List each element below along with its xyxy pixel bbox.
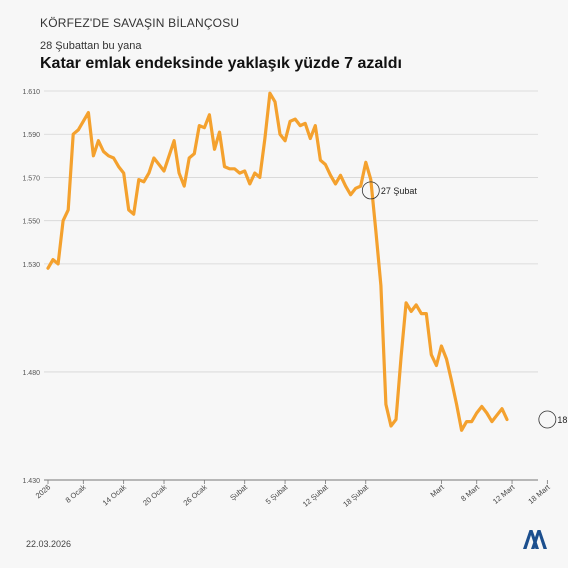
y-tick-labels: 1.430 1.480 1.530 1.550 1.570 1.590 1.610 (22, 89, 40, 485)
series-line-layer (46, 91, 509, 432)
annotation-label: 18 Mart (557, 415, 568, 425)
annotation-layer: 27 Şubat 18 Mart (361, 181, 568, 429)
grid-layer (44, 90, 538, 481)
x-tick-label: 18 Şubat (341, 482, 370, 509)
annotation-circle (361, 181, 380, 200)
kicker-title: KÖRFEZ'DE SAVAŞIN BİLANÇOSU (40, 16, 240, 30)
x-tick-label: 8 Mart (459, 482, 482, 503)
y-tick-label: 1.610 (22, 89, 40, 96)
x-tick-label: 12 Şubat (301, 482, 330, 509)
x-tick-label: 20 Ocak (141, 482, 168, 507)
annotation-label: 27 Şubat (381, 186, 418, 196)
y-tick-label: 1.550 (22, 219, 40, 226)
y-tick-label: 1.480 (22, 370, 40, 377)
chart-title: Katar emlak endeksinde yaklaşık yüzde 7 … (40, 55, 402, 72)
chart-subtitle: 28 Şubattan bu yana (40, 40, 142, 52)
x-tick-label: 8 Ocak (64, 482, 88, 504)
annotation-circle (538, 410, 557, 429)
x-tick-label: Mart (428, 482, 446, 499)
aa-logo-icon (523, 530, 547, 549)
x-tick-label: Şubat (228, 482, 250, 502)
y-tick-label: 1.590 (22, 132, 40, 139)
x-tick-label: 2026 (34, 483, 53, 501)
y-tick-label: 1.430 (22, 478, 40, 485)
x-tick-label: 5 Şubat (264, 482, 290, 506)
x-tick-label: 18 Mart (526, 482, 552, 506)
publish-date: 22.03.2026 (26, 539, 72, 549)
x-tick-label: 14 Ocak (101, 482, 128, 507)
x-tick-label: 26 Ocak (181, 482, 208, 507)
x-tick-labels: 2026 8 Ocak 14 Ocak 20 Ocak 26 Ocak Şubat 5 Şu… (34, 480, 552, 509)
y-tick-label: 1.570 (22, 175, 40, 182)
series-line (46, 91, 509, 432)
x-tick-label: 12 Mart (491, 482, 517, 506)
y-tick-label: 1.530 (22, 262, 40, 269)
